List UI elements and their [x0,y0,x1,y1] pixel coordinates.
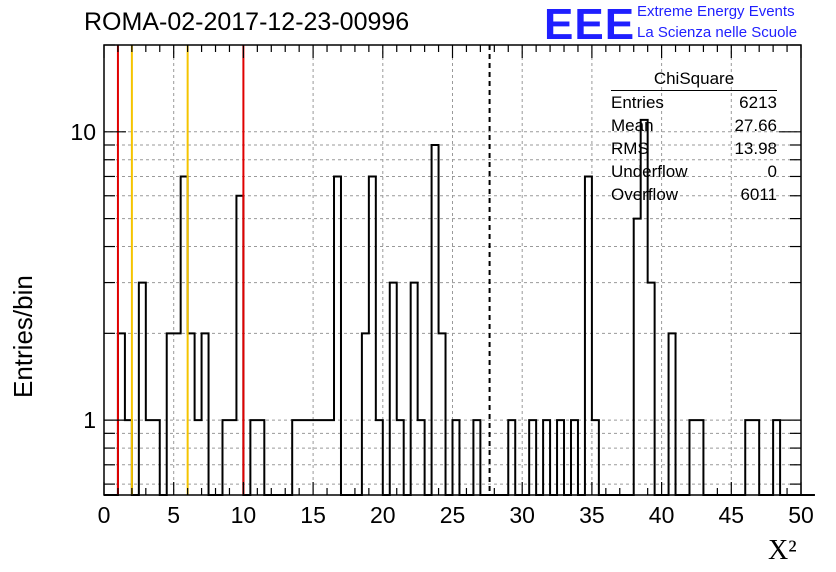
logo-line-2: La Scienza nelle Scuole [637,24,798,41]
stat-row-entries: Entries 6213 [611,91,777,114]
stats-title: ChiSquare [611,68,777,91]
eee-logo: EEE [544,0,636,49]
stat-row-underflow: Underflow 0 [611,160,777,183]
x-tick-label: 25 [440,502,466,528]
x-tick-label: 35 [579,502,605,528]
x-axis-label: X² [768,535,797,566]
x-tick-label: 10 [231,502,257,528]
x-tick-label: 30 [509,502,535,528]
stat-label: RMS [611,139,649,158]
stat-value: 6011 [740,185,777,204]
stat-row-overflow: Overflow 6011 [611,183,777,206]
x-tick-label: 5 [167,502,180,528]
stat-value: 0 [767,162,777,181]
x-tick-label: 45 [719,502,745,528]
x-tick-label: 15 [300,502,326,528]
y-tick-label: 10 [70,119,96,145]
stat-label: Underflow [611,162,688,181]
stat-label: Overflow [611,185,679,204]
x-tick-label: 20 [370,502,396,528]
x-tick-label: 50 [788,502,814,528]
y-axis-label: Entries/bin [8,275,38,398]
stat-value: 6213 [739,93,777,112]
stat-label: Entries [611,93,664,112]
stat-label: Mean [611,116,654,135]
stat-row-mean: Mean 27.66 [611,114,777,137]
run-title: ROMA-02-2017-12-23-00996 [84,8,410,36]
stat-value: 13.98 [734,139,777,158]
stats-box: ChiSquare Entries 6213 Mean 27.66 RMS 13… [611,68,777,206]
stat-value: 27.66 [734,116,777,135]
x-tick-label: 0 [98,502,111,528]
stat-row-rms: RMS 13.98 [611,137,777,160]
y-tick-label: 1 [83,407,96,433]
logo-line-1: Extreme Energy Events [637,3,795,20]
x-tick-label: 40 [649,502,675,528]
